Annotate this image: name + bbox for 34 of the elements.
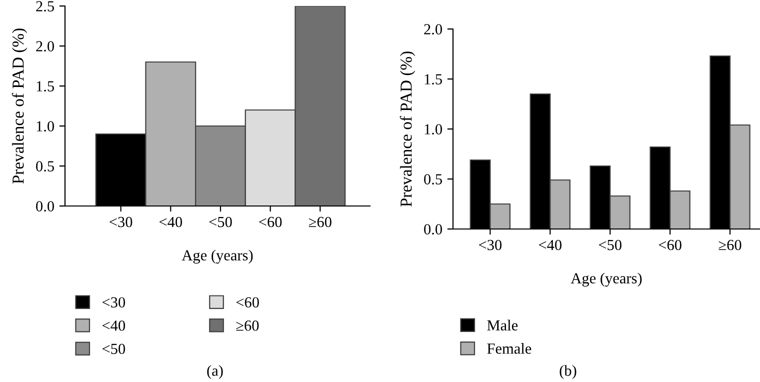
y-tick-label: 0.0 [424,224,442,235]
y-tick-label: 2.5 [36,1,54,12]
y-tick-label: 0.0 [36,201,54,212]
x-tick-label: <50 [598,240,622,250]
legend-label: <40 [102,320,126,331]
y-axis-title: Prevalence of PAD (%) [400,52,416,207]
x-tick-label: ≥60 [718,240,742,250]
legend-label: Male [487,320,518,331]
legend-label: Female [487,343,532,354]
x-tick-label: <50 [209,216,232,228]
x-tick-label: <40 [538,240,562,250]
y-tick-label: 2.0 [424,24,442,35]
x-tick-label: <40 [159,216,182,228]
y-tick-label: 1.0 [424,124,442,135]
y-tick-label: 0.5 [36,161,54,172]
y-tick-label: 2.0 [36,41,54,52]
y-tick-label: 1.5 [424,74,442,85]
text: (a) [207,365,223,379]
legend-label: ≥60 [236,320,259,331]
legend-label: <50 [102,344,126,354]
x-tick-label: <30 [110,216,132,228]
y-tick-label: 1.0 [36,121,54,132]
x-axis-title: Age (years) [570,272,642,287]
y-tick-label: 0.5 [424,174,442,185]
y-tick-label: 1.5 [36,81,54,92]
x-tick-label: <60 [658,240,682,250]
x-axis-title: Age (years) [182,250,253,264]
x-tick-label: ≥60 [308,216,332,228]
legend-label: <60 [236,297,259,308]
legend-label: <30 [102,297,126,308]
x-tick-label: <60 [259,216,282,228]
text: (b) [560,365,576,379]
x-tick-label: <30 [478,240,502,250]
y-axis-title: Prevalence of PAD (%) [12,28,28,184]
